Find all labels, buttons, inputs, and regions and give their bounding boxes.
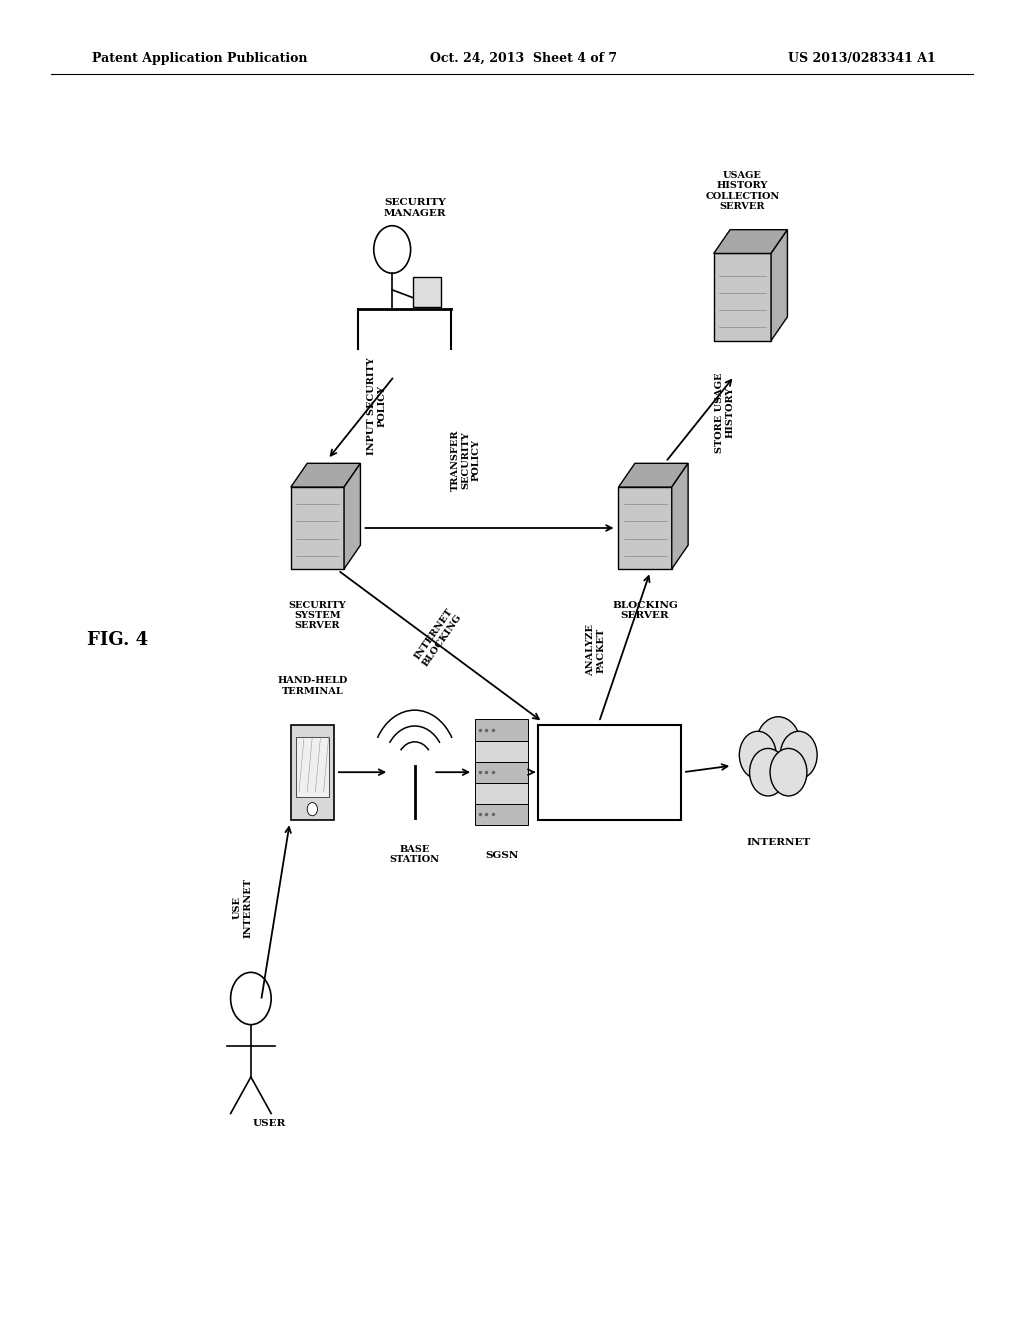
Text: USE
INTERNET: USE INTERNET <box>233 878 252 937</box>
Text: USER: USER <box>253 1119 286 1129</box>
Text: SECURITY
SYSTEM
SERVER: SECURITY SYSTEM SERVER <box>289 601 346 631</box>
Text: INTERNET
BLOCKING: INTERNET BLOCKING <box>413 606 463 668</box>
Circle shape <box>770 748 807 796</box>
Polygon shape <box>771 230 787 341</box>
Circle shape <box>307 803 317 816</box>
Text: TRANSFER
SECURITY
POLICY: TRANSFER SECURITY POLICY <box>451 429 481 491</box>
Text: HAND-HELD
TERMINAL: HAND-HELD TERMINAL <box>278 676 347 696</box>
Text: BLOCKING
SERVER: BLOCKING SERVER <box>612 601 678 620</box>
Text: INPUT SECURITY
POLICY: INPUT SECURITY POLICY <box>368 356 386 455</box>
Circle shape <box>780 731 817 779</box>
Text: SGSN: SGSN <box>485 851 518 861</box>
Polygon shape <box>714 230 787 253</box>
Bar <box>413 277 441 306</box>
Circle shape <box>756 717 801 775</box>
Bar <box>475 783 528 804</box>
Circle shape <box>750 748 786 796</box>
Polygon shape <box>291 463 360 487</box>
Text: FIG. 4: FIG. 4 <box>87 631 148 649</box>
Text: Patent Application Publication: Patent Application Publication <box>92 51 307 65</box>
Bar <box>714 253 771 341</box>
Text: ANALYZE
PACKET: ANALYZE PACKET <box>587 624 605 676</box>
Bar <box>475 762 528 783</box>
Bar <box>538 725 681 820</box>
Text: STORE USAGE
HISTORY: STORE USAGE HISTORY <box>716 372 734 453</box>
Text: INTERNET: INTERNET <box>746 838 810 847</box>
Circle shape <box>739 731 776 779</box>
Text: BASE
STATION: BASE STATION <box>390 845 439 865</box>
Bar <box>296 737 329 797</box>
Text: MIRRORING OR
FILTERING
EQUIPMENT: MIRRORING OR FILTERING EQUIPMENT <box>565 758 653 787</box>
Text: US 2013/0283341 A1: US 2013/0283341 A1 <box>788 51 936 65</box>
Bar <box>475 741 528 762</box>
Polygon shape <box>618 463 688 487</box>
Text: USAGE
HISTORY
COLLECTION
SERVER: USAGE HISTORY COLLECTION SERVER <box>706 172 779 211</box>
Bar <box>291 725 334 820</box>
Polygon shape <box>672 463 688 569</box>
Polygon shape <box>344 463 360 569</box>
Bar <box>475 804 528 825</box>
Text: Oct. 24, 2013  Sheet 4 of 7: Oct. 24, 2013 Sheet 4 of 7 <box>430 51 617 65</box>
Text: SECURITY
MANAGER: SECURITY MANAGER <box>383 198 446 218</box>
Bar <box>618 487 672 569</box>
Bar <box>475 719 528 741</box>
Bar <box>291 487 344 569</box>
